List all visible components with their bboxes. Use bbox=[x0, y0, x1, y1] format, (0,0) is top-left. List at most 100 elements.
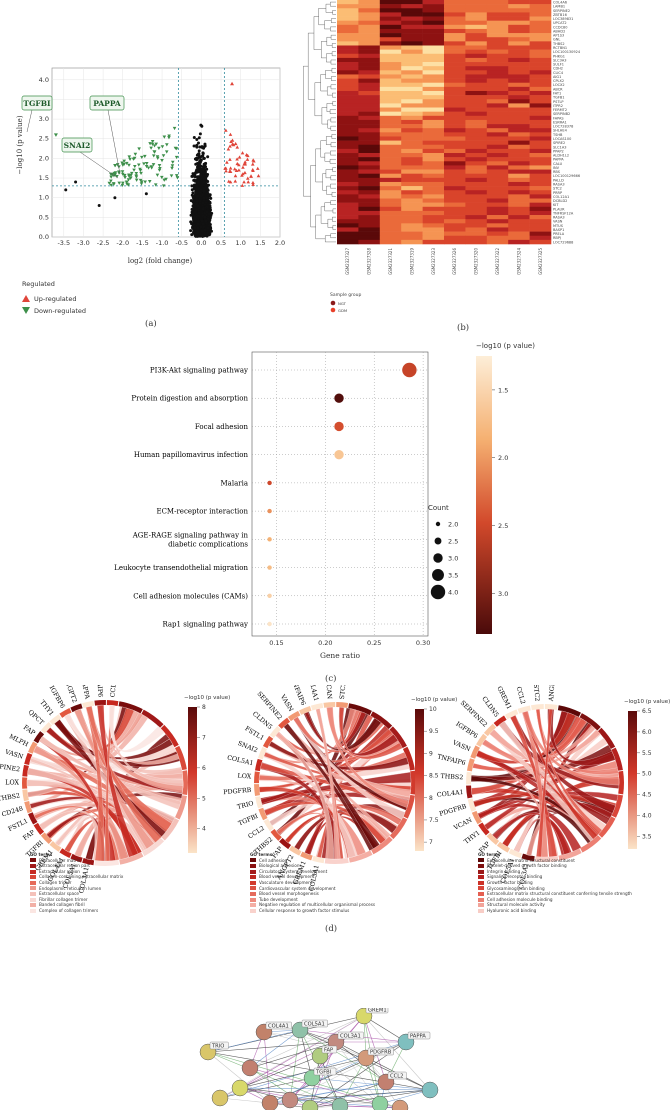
volcano-point bbox=[201, 204, 205, 208]
network-edge bbox=[299, 1029, 387, 1083]
heatmap-cell bbox=[358, 49, 381, 55]
heatmap-cell bbox=[529, 28, 552, 34]
heatmap-cell bbox=[508, 161, 530, 166]
down-point bbox=[112, 174, 116, 178]
volcano-point bbox=[192, 144, 196, 148]
gene-label: MTUS bbox=[553, 224, 564, 228]
pathway-label: Malaria bbox=[220, 479, 248, 487]
gene-sector bbox=[59, 848, 72, 859]
chord-ribbon bbox=[315, 708, 341, 860]
heatmap-cell bbox=[465, 128, 488, 133]
heatmap-cell bbox=[444, 119, 466, 125]
heatmap-cell bbox=[422, 173, 445, 179]
heatmap-cell bbox=[508, 90, 530, 96]
gene-sector bbox=[40, 721, 53, 734]
gene-sector bbox=[106, 700, 119, 707]
heatmap-cell bbox=[508, 153, 530, 158]
heatmap-cell bbox=[465, 90, 488, 96]
down-point bbox=[174, 155, 179, 160]
heatmap-cell bbox=[422, 153, 445, 158]
group-gdm: GDM bbox=[338, 308, 347, 313]
heatmap-cell bbox=[529, 57, 552, 63]
down-point bbox=[123, 176, 127, 180]
gene-sector bbox=[94, 700, 106, 706]
gene-label: VASN bbox=[553, 220, 563, 224]
volcano-point bbox=[202, 189, 206, 193]
volcano-point bbox=[193, 157, 197, 161]
gene-label: GNL bbox=[553, 38, 560, 42]
gene-label: VCAN bbox=[452, 817, 474, 833]
dendrogram-branch bbox=[327, 86, 333, 96]
heatmap-cell bbox=[444, 90, 466, 96]
network-node-label: COL3A1 bbox=[340, 1034, 361, 1040]
heatmap-cell bbox=[508, 198, 530, 203]
gene-sector bbox=[49, 840, 62, 852]
gene-label: SERPINB2 bbox=[553, 112, 570, 116]
heatmap-cell bbox=[422, 235, 445, 241]
heatmap-cell bbox=[337, 24, 359, 30]
heatmap-cell bbox=[337, 53, 359, 59]
dendrogram-branch bbox=[330, 150, 336, 156]
heatmap-cell bbox=[444, 136, 466, 141]
heatmap-cell bbox=[486, 132, 509, 137]
heatmap-cell bbox=[358, 136, 381, 141]
heatmap-cell bbox=[358, 24, 381, 30]
gene-label: BASP1 bbox=[553, 228, 564, 232]
up-point bbox=[240, 183, 245, 187]
heatmap-cell bbox=[358, 37, 381, 42]
heatmap-cell bbox=[508, 24, 530, 30]
dendrogram-branch bbox=[330, 175, 336, 181]
volcano-point bbox=[197, 211, 201, 215]
down-point bbox=[132, 156, 137, 160]
up-point bbox=[228, 169, 233, 173]
pathway-bubble bbox=[334, 393, 344, 403]
dendrogram-branch bbox=[330, 233, 336, 238]
chord-ribbon bbox=[536, 708, 553, 858]
go-term-item: Extracellular region bbox=[30, 869, 190, 875]
heatmap-cell bbox=[486, 165, 509, 170]
up-point bbox=[242, 180, 246, 184]
heatmap-cell bbox=[444, 103, 466, 108]
go-term-label: Extracellular space bbox=[39, 891, 79, 897]
volcano-point bbox=[202, 180, 206, 184]
heatmap-cell bbox=[465, 153, 488, 158]
dendrogram-branch bbox=[330, 1, 336, 7]
gene-label: ITPR2 bbox=[553, 104, 563, 108]
heatmap-cell bbox=[422, 0, 445, 5]
dendrogram-branch bbox=[330, 84, 336, 90]
up-point bbox=[243, 160, 247, 164]
scale-tick-label: 6.5 bbox=[642, 708, 652, 715]
network-label-box bbox=[367, 1047, 394, 1056]
heatmap-cell bbox=[422, 62, 445, 67]
volcano-point bbox=[196, 234, 200, 238]
gene-label: LOC100130924 bbox=[553, 50, 581, 54]
heatmap-cell bbox=[486, 202, 509, 208]
gene-label: SNAI2 bbox=[237, 740, 259, 754]
gene-label: KIT bbox=[553, 203, 559, 207]
go-term-label: Blood vessel morphogenesis bbox=[259, 891, 319, 897]
network-node-label: FAP bbox=[324, 1048, 333, 1054]
heatmap-cell bbox=[337, 49, 359, 55]
heatmap-cell bbox=[422, 74, 445, 79]
heatmap-cell bbox=[337, 74, 359, 79]
down-point bbox=[150, 142, 155, 146]
group-ngt: NGT bbox=[338, 301, 347, 306]
heatmap-cell bbox=[422, 103, 445, 108]
down-point bbox=[161, 184, 166, 188]
heatmap-cell bbox=[379, 86, 402, 92]
heatmap-cell bbox=[444, 153, 466, 158]
volcano-point bbox=[206, 155, 210, 159]
network-node-label: TRIO bbox=[211, 1044, 224, 1050]
volcano-point bbox=[74, 180, 78, 184]
dendrogram-branch bbox=[326, 185, 332, 195]
down-point bbox=[115, 174, 119, 179]
gene-sector bbox=[33, 731, 45, 744]
volcano-point bbox=[97, 204, 101, 208]
heatmap-cell bbox=[529, 165, 552, 170]
gene-label: LOC100129666 bbox=[553, 174, 580, 178]
go-sector bbox=[94, 859, 120, 866]
dendrogram-branch bbox=[329, 159, 336, 164]
y-tick-label: 1.5 bbox=[39, 174, 49, 182]
heatmap-cell bbox=[422, 206, 445, 212]
volcano-point bbox=[198, 132, 202, 136]
